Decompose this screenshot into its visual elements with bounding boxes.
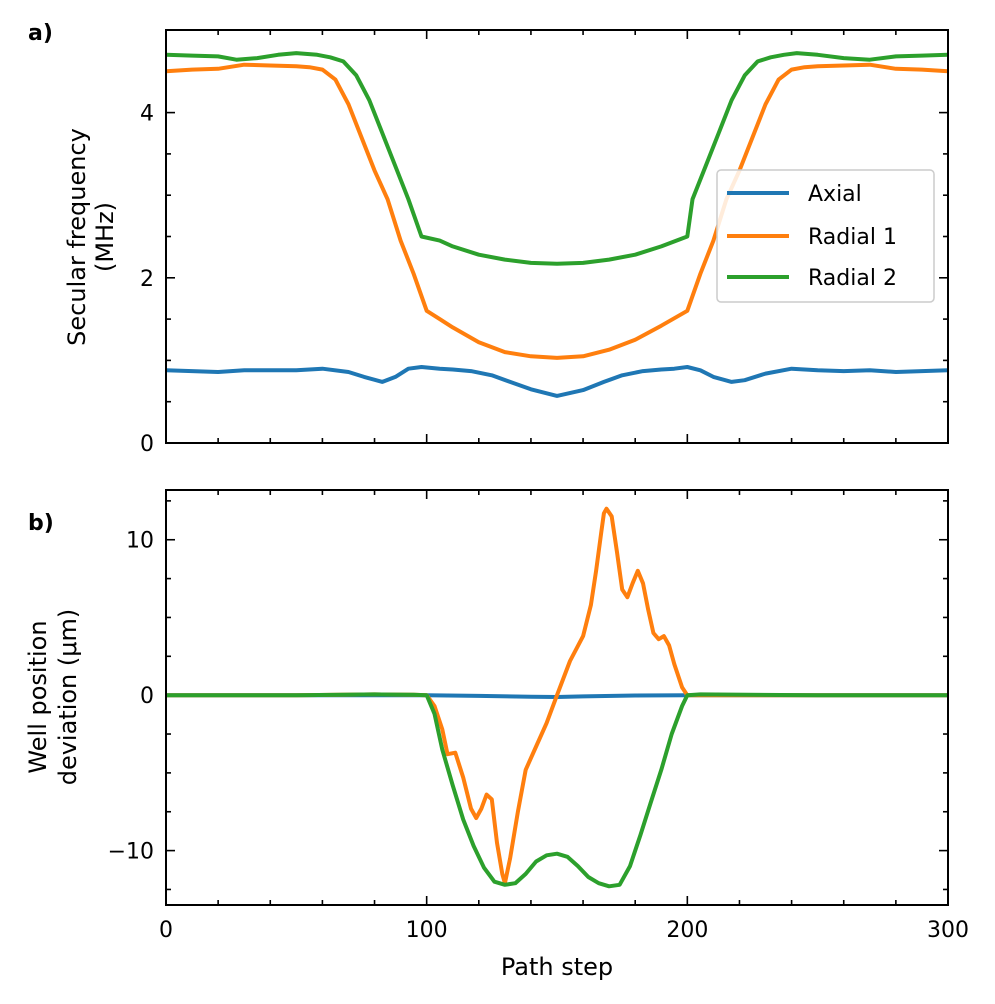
ytick-label: 2 xyxy=(140,267,154,292)
panel-b-well-position: b) Well position deviation (μm) 0 100 200 3… xyxy=(24,489,969,981)
ylabel-b-line-2: deviation (μm) xyxy=(54,609,82,786)
legend-box xyxy=(716,169,935,303)
xtick-label: 300 xyxy=(927,918,969,943)
legend-label-axial: Axial xyxy=(808,182,862,207)
plot-frame-b xyxy=(165,489,949,906)
xtick-label: 200 xyxy=(666,918,708,943)
ticks-a: 0 2 4 xyxy=(140,29,949,457)
ytick-label: 0 xyxy=(140,684,154,709)
ylabel-a-line-2: (MHz) xyxy=(91,202,119,272)
ytick-label: 4 xyxy=(140,102,154,127)
ytick-label: 10 xyxy=(126,529,154,554)
xtick-label: 0 xyxy=(159,918,173,943)
xtick-label: 100 xyxy=(406,918,448,943)
ytick-label: −10 xyxy=(108,840,154,865)
legend: Axial Radial 1 Radial 2 xyxy=(716,169,935,303)
series-line-radial-2-panel-a xyxy=(166,51,948,266)
ylabel-b-line-1: Well position xyxy=(24,620,52,773)
panel-label-a: a) xyxy=(28,21,53,46)
series-line-radial-1-panel-a xyxy=(166,62,948,360)
plot-frame-a xyxy=(165,29,949,444)
panel-a-secular-frequency: a) Secular frequency (MHz) 0 2 4 Axial Rad… xyxy=(28,21,949,457)
lines-a xyxy=(166,51,948,398)
ylabel-a-line-1: Secular frequency xyxy=(63,128,91,346)
series-line-radial-1-panel-b xyxy=(166,506,948,886)
series-line-axial-panel-a xyxy=(166,365,948,398)
ticks-b: 0 100 200 300 −10 0 10 xyxy=(108,490,969,943)
ytick-label: 0 xyxy=(140,432,154,457)
series-line-radial-2-panel-b xyxy=(166,692,948,889)
legend-label-radial-1: Radial 1 xyxy=(808,225,897,250)
xlabel: Path step xyxy=(501,953,613,981)
lines-b xyxy=(166,506,948,889)
panel-label-b: b) xyxy=(28,511,54,536)
legend-label-radial-2: Radial 2 xyxy=(808,266,897,291)
